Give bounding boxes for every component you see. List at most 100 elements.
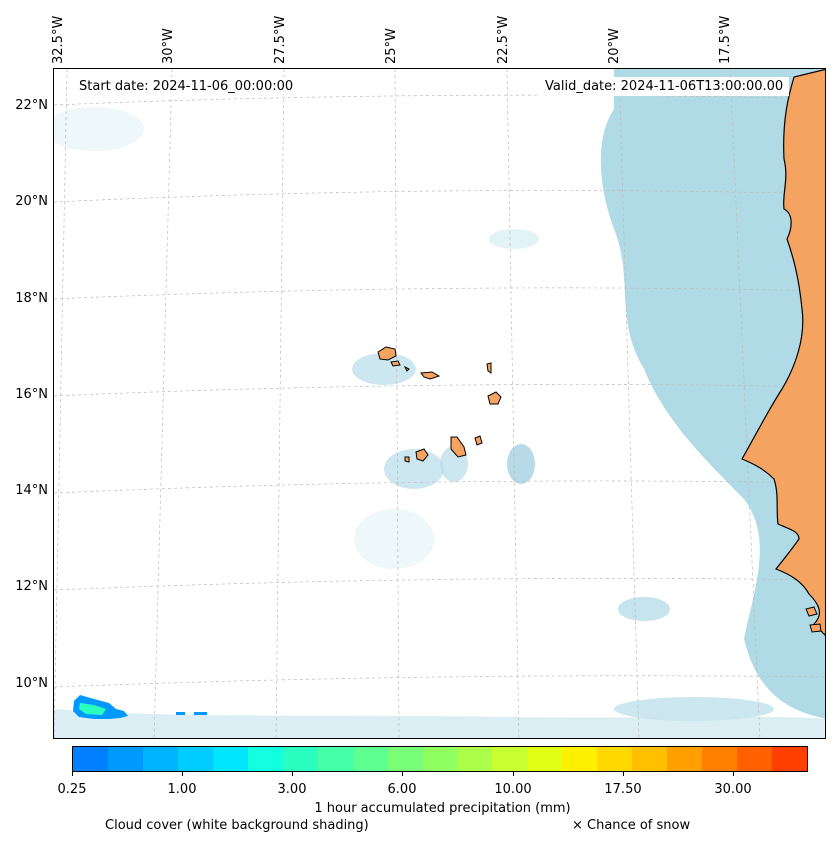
lat-label-16n: 16°N — [15, 387, 48, 402]
start-date-label: Start date: 2024-11-06_00:00:00 — [73, 77, 300, 96]
island-brava — [404, 456, 410, 463]
graticule-line — [394, 69, 400, 738]
precip-cell-core — [79, 703, 106, 715]
lon-label-25w: 25°W — [384, 28, 399, 64]
lat-label-20n: 20°N — [15, 194, 48, 209]
colorbar-tick-label: 1.00 — [167, 782, 197, 797]
colorbar-segment — [632, 747, 668, 771]
cloud-patch-mid — [354, 509, 434, 569]
colorbar-segment — [457, 747, 493, 771]
colorbar-segment — [492, 747, 528, 771]
island-santiago — [450, 436, 467, 458]
graticule-line — [54, 578, 825, 591]
lon-label-17-5w: 17.5°W — [718, 15, 733, 64]
colorbar-segment — [527, 747, 563, 771]
colorbar-segment — [422, 747, 458, 771]
lon-label-22-5w: 22.5°W — [496, 15, 511, 64]
graticule-line — [506, 69, 520, 738]
graticule-line — [54, 384, 825, 397]
colorbar-segment — [562, 747, 598, 771]
island-sao-vicente — [390, 360, 401, 367]
valid-date-label: Valid_date: 2024-11-06T13:00:00.00 — [539, 77, 790, 96]
colorbar-segment — [317, 747, 353, 771]
cloud-patch-northwest — [54, 107, 144, 151]
cloud-patch-southeast — [614, 697, 774, 721]
cloud-patch-sea — [618, 597, 670, 621]
map-panel — [53, 68, 826, 739]
colorbar-tick-label: 6.00 — [387, 782, 417, 797]
island-santo-antao — [377, 346, 397, 361]
cloud-patch-islands-south — [384, 449, 444, 489]
island-bijagos-1 — [805, 606, 818, 617]
cloud-patch-north — [489, 229, 539, 249]
colorbar-segment — [387, 747, 423, 771]
colorbar-segment — [597, 747, 633, 771]
colorbar-title: 1 hour accumulated precipitation (mm) — [314, 801, 571, 816]
colorbar-tick — [402, 772, 403, 776]
colorbar-segment — [107, 747, 143, 771]
colorbar-segment — [247, 747, 283, 771]
colorbar-segment — [282, 747, 318, 771]
island-fogo — [415, 448, 429, 462]
colorbar-tick — [72, 772, 73, 776]
graticule-line — [54, 480, 825, 494]
land-africa — [741, 69, 825, 636]
map-canvas — [54, 69, 825, 738]
graticule-line — [153, 69, 173, 738]
colorbar-tick — [623, 772, 624, 776]
precipitation-layer — [73, 695, 207, 719]
cloud-mass-east — [600, 69, 825, 719]
island-bijagos-2 — [809, 623, 822, 633]
cloud-band-south — [54, 709, 825, 738]
cloud-patch-east — [507, 444, 535, 484]
island-maio — [474, 435, 483, 446]
cloud-cover-legend: Cloud cover (white background shading) — [105, 818, 369, 833]
colorbar-segment — [772, 747, 808, 771]
coastal-islands — [805, 606, 822, 633]
colorbar-tick — [182, 772, 183, 776]
colorbar-segment — [177, 747, 213, 771]
graticule-line — [618, 69, 640, 738]
lat-label-14n: 14°N — [15, 483, 48, 498]
colorbar-tick-label: 0.25 — [57, 782, 87, 797]
colorbar-segment — [702, 747, 738, 771]
lon-label-30w: 30°W — [161, 28, 176, 64]
precip-cell-small-1 — [176, 712, 185, 715]
graticule-line — [54, 675, 825, 688]
graticule — [54, 69, 825, 738]
colorbar-segment — [737, 747, 773, 771]
colorbar-tick-label: 3.00 — [277, 782, 307, 797]
colorbar-tick — [292, 772, 293, 776]
graticule-line — [54, 94, 825, 106]
colorbar-tick-label: 30.00 — [714, 782, 752, 797]
colorbar-segment — [352, 747, 388, 771]
cloud-patch-islands-north — [352, 353, 416, 385]
colorbar-segment — [212, 747, 248, 771]
lat-label-22n: 22°N — [15, 98, 48, 113]
colorbar-segment — [73, 747, 108, 771]
colorbar-tick — [513, 772, 514, 776]
snow-chance-legend: × Chance of snow — [572, 818, 691, 833]
graticule-line — [275, 69, 285, 738]
graticule-line — [54, 190, 825, 203]
island-sal — [486, 362, 492, 374]
lat-label-18n: 18°N — [15, 291, 48, 306]
colorbar-tick — [733, 772, 734, 776]
precip-cell-small-2 — [194, 712, 207, 715]
lon-label-32-5w: 32.5°W — [51, 15, 66, 64]
colorbar-segment — [667, 747, 703, 771]
island-boa-vista — [487, 391, 502, 405]
graticule-line — [54, 287, 825, 300]
colorbar-tick-label: 10.00 — [494, 782, 532, 797]
lon-label-20w: 20°W — [607, 28, 622, 64]
precipitation-colorbar — [72, 746, 808, 772]
lat-label-10n: 10°N — [15, 676, 48, 691]
lat-label-12n: 12°N — [15, 579, 48, 594]
graticule-line — [729, 69, 761, 738]
cape-verde-islands — [377, 346, 502, 463]
island-santa-luzia — [403, 365, 410, 372]
graticule-line — [54, 69, 68, 738]
colorbar-segment — [142, 747, 178, 771]
colorbar-tick-label: 17.50 — [604, 782, 642, 797]
cloud-cover-layer — [54, 69, 825, 738]
